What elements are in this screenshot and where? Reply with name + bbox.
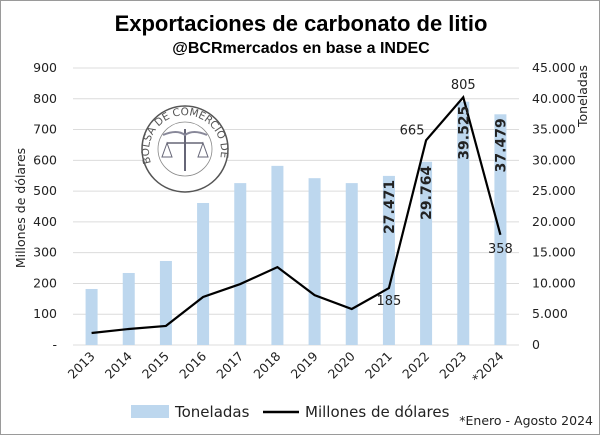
x-tick-label: 2022 <box>399 349 432 382</box>
left-tick-label: 500 <box>33 183 57 198</box>
bar-label: 29.764 <box>419 166 435 220</box>
right-tick-label: 20.000 <box>532 214 576 229</box>
left-tick-label: 600 <box>33 152 57 167</box>
right-axis-label: Toneladas <box>575 65 590 128</box>
right-axis-ticks: 0 5.000 10.000 15.000 20.000 25.000 30.000 35.0… <box>532 60 576 352</box>
legend-label-millones: Millones de dólares <box>305 403 450 421</box>
x-tick-label: 2023 <box>436 349 469 382</box>
chart-subtitle: @BCRmercados en base a INDEC <box>172 40 430 57</box>
series-line <box>91 94 502 335</box>
bar-*2024 <box>494 114 507 346</box>
bar-2015 <box>159 260 172 345</box>
left-tick-label: 300 <box>33 245 57 260</box>
bar-2018 <box>271 165 284 345</box>
right-tick-label: 40.000 <box>532 91 576 106</box>
line-label: 805 <box>451 78 476 93</box>
data-labels: 27.471 29.764 39.525 37.479 185 665 805 358 <box>377 78 513 309</box>
bar-label: 39.525 <box>456 106 472 160</box>
chart-title: Exportaciones de carbonato de litio <box>115 11 488 36</box>
bar-2013 <box>85 288 98 345</box>
left-axis-ticks: - 100 200 300 400 500 600 700 800 900 <box>33 60 57 352</box>
left-tick-label: - <box>52 337 57 352</box>
bar-2017 <box>234 183 247 345</box>
line-label: 358 <box>488 242 513 257</box>
right-tick-label: 0 <box>532 337 540 352</box>
x-axis-ticks: 2013 2014 2015 2016 2017 2018 2019 2020 2021 2022… <box>65 348 507 386</box>
x-tick-label: 2016 <box>176 348 209 381</box>
left-tick-label: 100 <box>33 306 57 321</box>
left-tick-label: 200 <box>33 275 57 290</box>
x-tick-label: 2021 <box>362 349 395 382</box>
line-millones <box>91 94 502 335</box>
legend-label-toneladas: Toneladas <box>174 403 250 421</box>
left-tick-label: 700 <box>33 122 57 137</box>
x-tick-label: 2017 <box>213 349 246 382</box>
bar-2014 <box>122 272 135 345</box>
right-tick-label: 15.000 <box>532 245 576 260</box>
x-tick-label: 2013 <box>65 349 98 382</box>
line-label: 185 <box>377 294 402 309</box>
bar-2016 <box>197 202 210 345</box>
right-tick-label: 25.000 <box>532 183 576 198</box>
left-tick-label: 800 <box>33 91 57 106</box>
left-axis-label: Millones de dólares <box>13 148 28 268</box>
bar-2023 <box>457 101 470 346</box>
left-tick-label: 900 <box>33 60 57 75</box>
right-tick-label: 45.000 <box>532 60 576 75</box>
line-label: 665 <box>400 123 425 138</box>
bar-2021 <box>382 175 395 345</box>
right-tick-label: 10.000 <box>532 275 576 290</box>
footnote: *Enero - Agosto 2024 <box>459 413 593 428</box>
legend-swatch-toneladas <box>131 405 169 418</box>
bars-toneladas <box>85 101 507 346</box>
bcr-logo: BOLSA DE COMERCIO DE ROSARIO <box>140 105 230 193</box>
right-tick-label: 5.000 <box>532 306 568 321</box>
right-tick-label: 30.000 <box>532 152 576 167</box>
x-tick-label: 2015 <box>139 349 172 382</box>
left-tick-label: 400 <box>33 214 57 229</box>
bar-label: 37.479 <box>493 118 509 172</box>
x-tick-label: 2019 <box>288 348 321 381</box>
right-tick-label: 35.000 <box>532 122 576 137</box>
bar-2022 <box>420 161 433 345</box>
bar-label: 27.471 <box>382 180 398 234</box>
bar-2019 <box>308 178 321 345</box>
legend: Toneladas Millones de dólares <box>131 403 450 421</box>
x-tick-label: 2018 <box>250 348 283 381</box>
x-tick-label: 2020 <box>325 348 358 381</box>
x-tick-label: 2014 <box>102 348 135 381</box>
bar-2020 <box>345 183 358 345</box>
x-tick-label: *2024 <box>469 348 507 386</box>
